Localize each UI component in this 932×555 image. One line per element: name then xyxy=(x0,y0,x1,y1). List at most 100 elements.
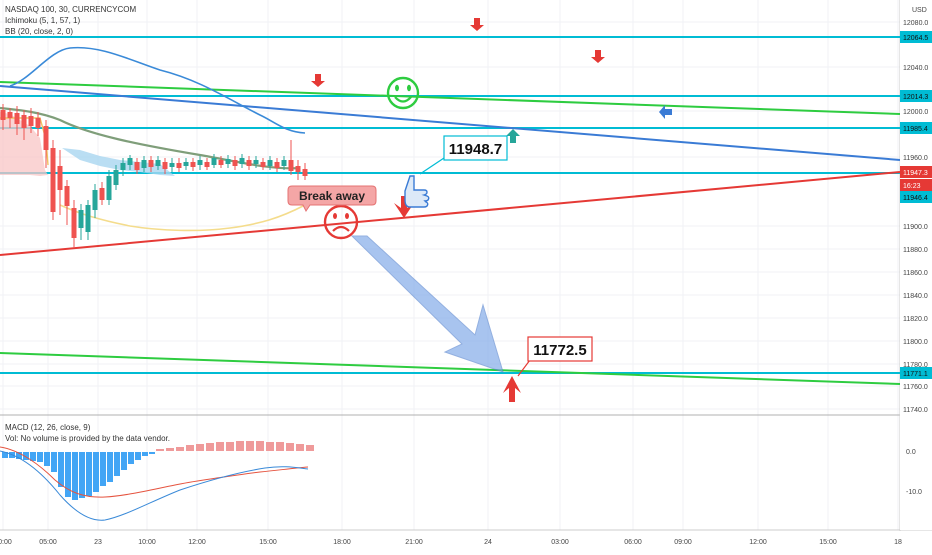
down-arrow-icon[interactable] xyxy=(591,50,605,63)
candle-body[interactable] xyxy=(28,116,34,126)
candle-body[interactable] xyxy=(197,160,203,165)
macd-hist-bar xyxy=(100,452,106,486)
price-badges: 12064.5 12014.3 11985.4 11947.3 16:23 11946.4… xyxy=(900,31,932,379)
red-trendline[interactable] xyxy=(0,171,901,256)
candle-body[interactable] xyxy=(85,205,91,232)
price-tick-label: 11840.0 xyxy=(903,293,928,300)
time-tick-label: 05:00 xyxy=(39,539,57,546)
candle-body[interactable] xyxy=(14,113,20,124)
macd-hist-bar xyxy=(58,452,64,487)
candle-body[interactable] xyxy=(7,112,13,118)
macd-hist-bar xyxy=(114,452,120,476)
price-tick-label: 12040.0 xyxy=(903,65,928,72)
callout-11948[interactable]: 11948.7 xyxy=(419,135,508,175)
candle-body[interactable] xyxy=(155,160,161,166)
happy-face-icon[interactable] xyxy=(386,76,420,110)
candle-body[interactable] xyxy=(239,158,245,164)
price-tick-label: 12080.0 xyxy=(903,20,928,27)
candle-body[interactable] xyxy=(113,170,119,185)
candle-body[interactable] xyxy=(99,188,105,200)
break-away-callout[interactable]: Break away xyxy=(287,185,377,212)
blue-trendline[interactable] xyxy=(0,85,901,161)
left-arrow-icon[interactable] xyxy=(659,105,672,119)
candle-body[interactable] xyxy=(92,190,98,210)
candle-body[interactable] xyxy=(71,208,77,238)
candle-body[interactable] xyxy=(78,210,84,228)
price-badge-label: 11985.4 xyxy=(903,126,928,133)
candle-body[interactable] xyxy=(57,166,63,190)
macd-hist-bar xyxy=(296,444,304,451)
candle-body[interactable] xyxy=(204,162,210,167)
bb-legend[interactable]: BB (20, close, 2, 0) xyxy=(5,27,73,36)
candle-body[interactable] xyxy=(43,126,49,150)
ichimoku-legend[interactable]: Ichimoku (5, 1, 57, 1) xyxy=(5,16,80,25)
candle-body[interactable] xyxy=(190,162,196,167)
candle-body[interactable] xyxy=(218,160,224,165)
candle-body[interactable] xyxy=(134,162,140,170)
candle-body[interactable] xyxy=(253,160,259,164)
ichimoku-baseline xyxy=(0,106,301,170)
candle-body[interactable] xyxy=(64,186,70,206)
ichimoku-cloud-blue xyxy=(62,148,175,176)
candle-body[interactable] xyxy=(183,162,189,166)
macd-hist-bar xyxy=(72,452,78,500)
macd-hist-bar xyxy=(149,452,155,454)
candle-body[interactable] xyxy=(120,163,126,170)
candle-body[interactable] xyxy=(148,160,154,167)
macd-hist-bar xyxy=(65,452,71,497)
callout-11772[interactable]: 11772.5 xyxy=(517,336,593,377)
macd-legend[interactable]: MACD (12, 26, close, 9) xyxy=(5,423,91,432)
sad-face-icon[interactable] xyxy=(323,204,359,240)
macd-hist-bar xyxy=(276,442,284,451)
candle-body[interactable] xyxy=(162,162,168,169)
time-tick-label: 23 xyxy=(94,539,102,546)
candle-body[interactable] xyxy=(274,162,280,168)
candle-body[interactable] xyxy=(169,163,175,167)
candle-body[interactable] xyxy=(127,158,133,165)
price-axis[interactable]: USD xyxy=(900,0,932,530)
candle-body[interactable] xyxy=(21,115,27,128)
candlestick-series[interactable] xyxy=(0,104,308,248)
horizontal-levels[interactable] xyxy=(0,36,900,374)
pointing-hand-icon[interactable] xyxy=(404,175,430,208)
candle-body[interactable] xyxy=(232,160,238,166)
candle-body[interactable] xyxy=(267,160,273,166)
candle-body[interactable] xyxy=(281,160,287,166)
candle-body[interactable] xyxy=(225,159,231,164)
candle-body[interactable] xyxy=(295,166,301,172)
time-axis[interactable] xyxy=(0,531,932,550)
candle-body[interactable] xyxy=(106,176,112,200)
bollinger-lower xyxy=(59,204,306,232)
macd-hist-bar xyxy=(206,443,214,451)
candle-body[interactable] xyxy=(0,110,6,120)
macd-hist-bar xyxy=(44,452,50,466)
macd-hist-bar xyxy=(135,452,141,460)
candle-body[interactable] xyxy=(176,163,182,168)
up-arrow-icon[interactable] xyxy=(506,129,520,143)
macd-tick-label: -10.0 xyxy=(906,489,922,496)
time-ticks: 00:00 05:00 23 10:00 12:00 15:00 18:00 21:00 24 0… xyxy=(0,539,902,546)
candle-body[interactable] xyxy=(246,160,252,166)
candle-body[interactable] xyxy=(35,118,41,128)
down-arrow-icon[interactable] xyxy=(311,74,325,87)
big-down-arrow-icon[interactable] xyxy=(394,196,414,218)
time-tick-label: 18:00 xyxy=(333,539,351,546)
time-tick-label: 10:00 xyxy=(138,539,156,546)
green-trendline-lower[interactable] xyxy=(0,352,901,385)
big-up-arrow-icon[interactable] xyxy=(503,376,521,402)
candle-body[interactable] xyxy=(260,162,266,167)
down-arrow-icon[interactable] xyxy=(470,18,484,31)
price-badge xyxy=(900,166,932,178)
candle-body[interactable] xyxy=(211,158,217,165)
projection-arrow[interactable] xyxy=(350,235,504,373)
price-badge xyxy=(900,90,932,102)
candle-body[interactable] xyxy=(288,160,294,171)
green-trendline-upper[interactable] xyxy=(0,81,901,115)
symbol-title[interactable]: NASDAQ 100, 30, CURRENCYCOM xyxy=(5,5,136,14)
candle-body[interactable] xyxy=(141,160,147,168)
candle-body[interactable] xyxy=(302,169,308,176)
candle-body[interactable] xyxy=(50,148,56,212)
price-tick-label: 11860.0 xyxy=(903,270,928,277)
